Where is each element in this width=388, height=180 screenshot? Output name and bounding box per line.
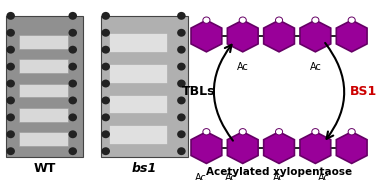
Circle shape xyxy=(177,80,186,87)
Circle shape xyxy=(68,130,77,138)
Polygon shape xyxy=(264,132,294,163)
Polygon shape xyxy=(227,132,258,163)
Circle shape xyxy=(6,63,15,71)
Text: Ac: Ac xyxy=(273,173,285,180)
Circle shape xyxy=(177,130,186,138)
Circle shape xyxy=(275,17,282,23)
Circle shape xyxy=(102,130,110,138)
Text: BS1: BS1 xyxy=(350,85,378,98)
FancyBboxPatch shape xyxy=(19,108,68,122)
Circle shape xyxy=(102,113,110,121)
Circle shape xyxy=(68,80,77,87)
Polygon shape xyxy=(336,132,367,163)
Circle shape xyxy=(177,96,186,104)
FancyBboxPatch shape xyxy=(19,84,68,97)
Circle shape xyxy=(68,29,77,37)
FancyArrowPatch shape xyxy=(325,43,344,139)
Circle shape xyxy=(68,96,77,104)
Circle shape xyxy=(239,17,246,23)
FancyBboxPatch shape xyxy=(6,16,83,157)
Circle shape xyxy=(102,63,110,71)
Circle shape xyxy=(6,130,15,138)
FancyBboxPatch shape xyxy=(109,33,167,52)
Circle shape xyxy=(102,96,110,104)
Polygon shape xyxy=(300,20,331,52)
Polygon shape xyxy=(336,20,367,52)
Circle shape xyxy=(68,12,77,20)
Circle shape xyxy=(68,46,77,54)
Circle shape xyxy=(6,29,15,37)
Text: Acetylated xylopentaose: Acetylated xylopentaose xyxy=(206,167,352,177)
Circle shape xyxy=(312,17,319,23)
Circle shape xyxy=(203,17,210,23)
Polygon shape xyxy=(191,20,222,52)
Text: Ac: Ac xyxy=(309,62,321,72)
FancyBboxPatch shape xyxy=(19,35,68,49)
FancyBboxPatch shape xyxy=(19,59,68,73)
Text: bs1: bs1 xyxy=(132,162,157,175)
Circle shape xyxy=(6,113,15,121)
Text: WT: WT xyxy=(33,162,56,175)
Polygon shape xyxy=(227,20,258,52)
Circle shape xyxy=(102,46,110,54)
Circle shape xyxy=(348,17,355,23)
FancyBboxPatch shape xyxy=(19,132,68,146)
Circle shape xyxy=(6,46,15,54)
Circle shape xyxy=(102,29,110,37)
Circle shape xyxy=(102,12,110,20)
FancyArrowPatch shape xyxy=(214,45,233,141)
Circle shape xyxy=(203,129,210,135)
Circle shape xyxy=(239,129,246,135)
Circle shape xyxy=(68,63,77,71)
Circle shape xyxy=(68,113,77,121)
Circle shape xyxy=(177,46,186,54)
Circle shape xyxy=(177,147,186,155)
Polygon shape xyxy=(264,20,294,52)
Circle shape xyxy=(177,29,186,37)
Circle shape xyxy=(275,129,282,135)
FancyBboxPatch shape xyxy=(109,125,167,144)
Polygon shape xyxy=(300,132,331,163)
Circle shape xyxy=(6,80,15,87)
Circle shape xyxy=(177,113,186,121)
Text: Ac: Ac xyxy=(225,173,237,180)
Circle shape xyxy=(177,63,186,71)
FancyBboxPatch shape xyxy=(109,64,167,83)
FancyBboxPatch shape xyxy=(109,94,167,113)
Circle shape xyxy=(102,147,110,155)
Text: Ac: Ac xyxy=(317,173,329,180)
Circle shape xyxy=(68,147,77,155)
Text: TBLs: TBLs xyxy=(182,85,215,98)
Circle shape xyxy=(177,12,186,20)
Text: Ac: Ac xyxy=(194,173,206,180)
Circle shape xyxy=(6,96,15,104)
Polygon shape xyxy=(191,132,222,163)
FancyBboxPatch shape xyxy=(101,16,188,157)
Circle shape xyxy=(348,129,355,135)
Circle shape xyxy=(312,129,319,135)
Text: Ac: Ac xyxy=(237,62,249,72)
Circle shape xyxy=(6,147,15,155)
Circle shape xyxy=(6,12,15,20)
Circle shape xyxy=(102,80,110,87)
